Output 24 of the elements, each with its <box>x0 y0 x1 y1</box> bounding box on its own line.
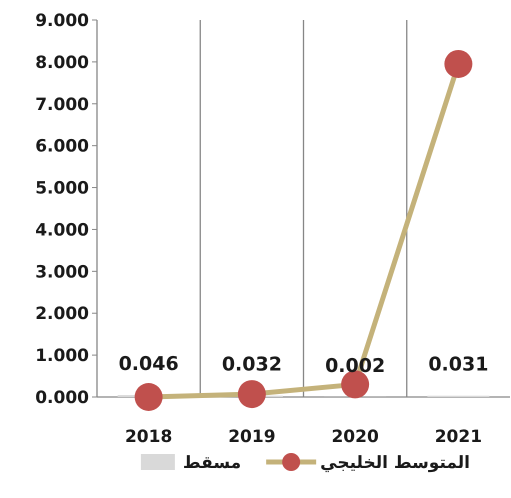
y-tick-label: 8.000 <box>35 52 90 73</box>
y-tick-label: 6.000 <box>35 136 90 157</box>
x-tick-label: 2018 <box>124 427 172 447</box>
legend-item: المتوسط الخليجي <box>266 453 470 473</box>
y-tick-label: 9.000 <box>35 11 90 31</box>
point <box>444 50 472 78</box>
data-label: 0.046 <box>118 353 179 376</box>
point <box>238 380 266 408</box>
y-tick-label: 4.000 <box>35 220 90 240</box>
point <box>134 383 163 411</box>
data-label: 0.031 <box>428 354 488 376</box>
y-tick-label: 2.000 <box>35 304 90 324</box>
data-label: 0.032 <box>222 354 282 376</box>
legend-label: مسقط <box>182 453 242 473</box>
y-tick-label: 0.000 <box>35 388 90 408</box>
x-tick-label: 2020 <box>331 427 379 447</box>
legend-label: المتوسط الخليجي <box>320 453 470 473</box>
y-tick-label: 3.000 <box>35 262 90 282</box>
x-tick-label: 2021 <box>434 427 482 447</box>
legend-item: مسقط <box>140 453 242 473</box>
x-tick-label: 2019 <box>228 427 276 447</box>
y-tick-label: 5.000 <box>35 178 90 199</box>
y-tick-label: 7.000 <box>35 94 90 115</box>
y-tick-label: 1.000 <box>35 346 90 366</box>
